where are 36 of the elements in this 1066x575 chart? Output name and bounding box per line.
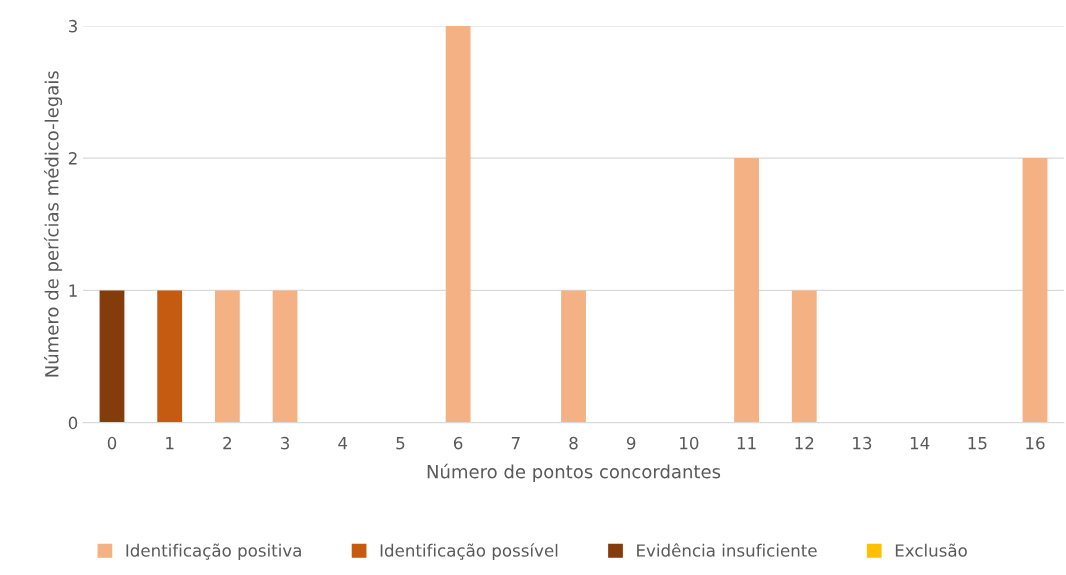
- x-tick-label: 7: [511, 437, 520, 450]
- bar: [272, 290, 298, 423]
- x-tick-label: 14: [910, 437, 930, 450]
- x-tick-label: 6: [453, 436, 463, 450]
- x-tick-label: 11: [737, 437, 756, 450]
- y-axis-title: Número de perícias médico-legais: [43, 71, 63, 377]
- x-tick-label: 5: [396, 437, 405, 450]
- x-tick-label: 2: [223, 436, 231, 450]
- y-tick-label: 1: [69, 284, 77, 297]
- x-tick-label: 3: [281, 436, 290, 450]
- legend-label: Evidência insuficiente: [637, 543, 817, 557]
- x-tick-label: 8: [569, 436, 578, 450]
- x-tick-label: 13: [853, 436, 872, 450]
- x-tick-label: 12: [795, 436, 814, 450]
- bar: [99, 290, 125, 423]
- x-axis-title: Número de pontos concordantes: [427, 463, 721, 482]
- legend-label: Identificação possível: [380, 543, 558, 560]
- legend-label: Identificação positiva: [126, 543, 301, 560]
- bar: [1022, 158, 1048, 423]
- x-tick-label: 9: [626, 436, 636, 450]
- x-tick-label: 4: [338, 437, 348, 450]
- bar: [214, 290, 240, 423]
- bar: [561, 290, 586, 423]
- x-tick-label: 1: [166, 437, 174, 450]
- y-tick-label: 2: [68, 152, 77, 165]
- bar: [734, 158, 759, 423]
- x-tick-label: 15: [968, 437, 987, 450]
- legend-label: Exclusão: [895, 543, 967, 557]
- y-tick-label: 3: [68, 19, 77, 33]
- x-tick-label: 0: [107, 436, 117, 450]
- x-tick-label: 16: [1026, 436, 1045, 450]
- bar: [157, 290, 183, 423]
- bar: [791, 290, 817, 423]
- bar: [445, 25, 471, 423]
- y-tick-label: 0: [68, 416, 78, 430]
- x-tick-label: 10: [680, 436, 699, 450]
